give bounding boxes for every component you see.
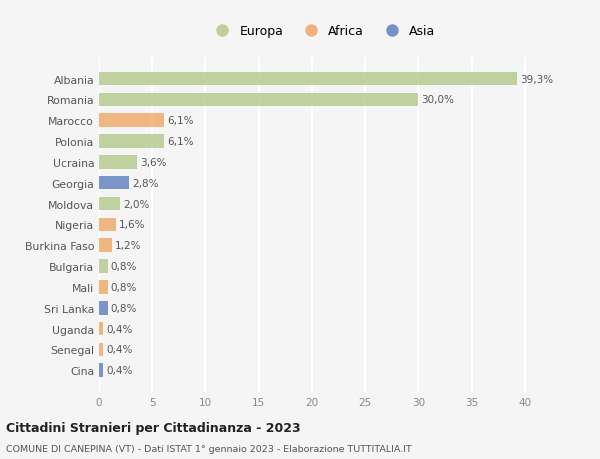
Legend: Europa, Africa, Asia: Europa, Africa, Asia [205,20,440,43]
Text: 30,0%: 30,0% [421,95,454,105]
Bar [99,239,112,252]
Bar [99,322,103,336]
Text: 0,8%: 0,8% [111,282,137,292]
Bar [99,177,129,190]
Text: 0,4%: 0,4% [106,365,133,375]
Bar [99,114,164,128]
Text: 0,8%: 0,8% [111,303,137,313]
Text: 39,3%: 39,3% [520,74,554,84]
Text: 2,0%: 2,0% [124,199,150,209]
Text: 0,4%: 0,4% [106,324,133,334]
Bar [99,260,107,273]
Text: 1,6%: 1,6% [119,220,146,230]
Bar [99,156,137,169]
Bar [99,218,116,232]
Text: 1,2%: 1,2% [115,241,142,251]
Text: 2,8%: 2,8% [132,179,158,188]
Bar [99,93,418,107]
Text: 6,1%: 6,1% [167,137,194,147]
Text: 0,4%: 0,4% [106,345,133,355]
Text: COMUNE DI CANEPINA (VT) - Dati ISTAT 1° gennaio 2023 - Elaborazione TUTTITALIA.I: COMUNE DI CANEPINA (VT) - Dati ISTAT 1° … [6,444,412,453]
Bar [99,197,120,211]
Text: 0,8%: 0,8% [111,262,137,271]
Bar [99,280,107,294]
Bar [99,364,103,377]
Text: Cittadini Stranieri per Cittadinanza - 2023: Cittadini Stranieri per Cittadinanza - 2… [6,421,301,434]
Text: 3,6%: 3,6% [140,157,167,168]
Bar [99,301,107,315]
Bar [99,343,103,357]
Bar [99,73,517,86]
Bar [99,135,164,149]
Text: 6,1%: 6,1% [167,116,194,126]
